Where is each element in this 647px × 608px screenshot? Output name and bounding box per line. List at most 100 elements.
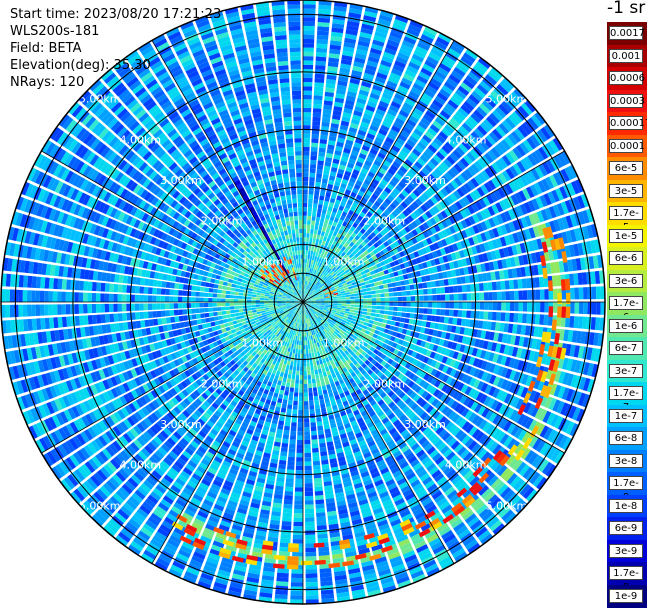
range-gate: [285, 482, 293, 487]
range-gate: [282, 517, 292, 522]
range-gate: [305, 522, 315, 527]
range-gate: [316, 504, 325, 509]
range-gate: [280, 386, 285, 391]
range-gate: [305, 328, 307, 332]
range-gate: [467, 293, 472, 300]
range-gate: [337, 296, 341, 298]
range-gate: [458, 310, 463, 317]
range-gate: [311, 247, 314, 252]
range-gate: [400, 318, 405, 323]
range-gate: [579, 287, 584, 299]
range-gate: [305, 461, 312, 466]
range-gate: [280, 372, 284, 377]
range-gate: [341, 306, 345, 308]
range-gate: [371, 291, 376, 295]
range-gate: [307, 336, 309, 340]
range-gate: [313, 203, 318, 208]
range-gate: [314, 190, 319, 195]
range-gate: [415, 308, 420, 313]
range-gate: [301, 323, 302, 327]
range-gate: [319, 555, 330, 560]
range-gate: [289, 352, 292, 357]
range-gate: [363, 299, 367, 302]
range-gate: [315, 78, 325, 83]
range-gate: [372, 298, 376, 301]
range-gate: [317, 22, 329, 27]
range-gate: [333, 305, 337, 307]
range-gate: [318, 551, 329, 556]
range-gate: [312, 242, 315, 247]
range-gate: [574, 288, 579, 300]
range-gate: [305, 255, 307, 259]
range-gate: [287, 465, 294, 470]
range-gate: [337, 304, 341, 306]
range-gate: [297, 444, 303, 448]
range-gate: [437, 295, 441, 301]
range-gate: [316, 417, 322, 422]
range-gate: [307, 259, 309, 263]
range-gate: [493, 302, 497, 310]
range-gate: [531, 290, 536, 300]
range-gate: [316, 56, 327, 61]
range-gate: [296, 457, 303, 461]
range-gate: [313, 100, 322, 105]
range-gate: [376, 306, 381, 310]
range-gate: [293, 530, 303, 535]
range-gate: [321, 381, 326, 386]
range-gate: [454, 302, 458, 309]
range-gate: [284, 391, 289, 396]
range-gate: [492, 312, 497, 321]
range-gate: [535, 277, 540, 287]
range-gate: [375, 290, 380, 294]
range-gate: [303, 73, 313, 78]
range-gate: [304, 380, 308, 384]
range-gate: [304, 440, 310, 444]
range-gate: [295, 379, 299, 384]
range-gate: [313, 104, 322, 109]
range-gate: [509, 280, 514, 289]
range-gate: [322, 209, 327, 214]
range-gate: [303, 345, 305, 349]
range-gate: [284, 360, 288, 365]
range-gate: [315, 404, 320, 409]
range-gate: [312, 379, 316, 384]
range-gate: [361, 315, 366, 319]
range-gate: [366, 284, 371, 288]
range-gate: [304, 272, 306, 276]
range-gate: [314, 95, 323, 100]
range-gate: [297, 440, 303, 444]
range-gate: [314, 370, 318, 375]
range-gate: [462, 310, 467, 317]
range-gate: [441, 302, 445, 308]
range-gate: [317, 230, 321, 235]
range-gate: [462, 285, 467, 292]
range-gate: [303, 125, 311, 129]
range-gate: [298, 410, 303, 414]
range-gate: [319, 395, 324, 400]
range-gate: [309, 259, 311, 264]
range-gate: [415, 296, 419, 301]
range-gate: [493, 292, 498, 300]
range-gate: [292, 552, 303, 557]
range-gate: [320, 139, 327, 144]
range-gate: [290, 383, 294, 388]
range-gate: [288, 457, 295, 462]
range-gate: [316, 378, 320, 383]
range-gate: [316, 239, 320, 244]
range-gate: [310, 173, 316, 178]
range-gate: [291, 582, 303, 587]
range-gate: [316, 173, 322, 178]
range-gate: [346, 307, 351, 309]
range-gate: [379, 285, 384, 289]
range-gate: [321, 183, 327, 188]
range-gate: [313, 251, 316, 256]
range-gate: [305, 479, 313, 484]
range-gate: [309, 186, 314, 191]
range-gate: [409, 319, 414, 324]
range-gate: [281, 408, 286, 413]
range-gate: [321, 231, 325, 236]
range-gate: [312, 121, 320, 126]
range-gate: [354, 296, 358, 299]
range-gate: [288, 400, 293, 405]
range-gate: [304, 371, 307, 375]
